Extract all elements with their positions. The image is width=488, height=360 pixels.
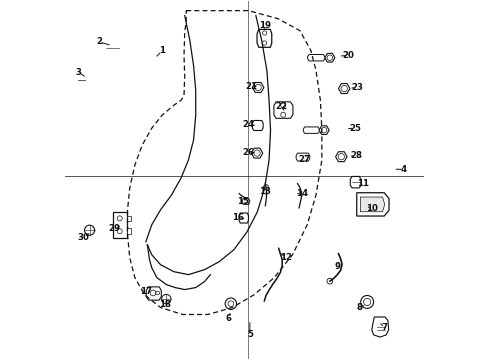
Text: 10: 10 (365, 204, 377, 213)
Circle shape (340, 85, 346, 92)
Text: 7: 7 (381, 323, 386, 332)
Circle shape (84, 225, 94, 235)
Text: 29: 29 (108, 224, 121, 233)
Polygon shape (371, 317, 388, 337)
Polygon shape (356, 193, 388, 216)
Text: 23: 23 (351, 83, 363, 92)
Circle shape (253, 150, 260, 156)
Text: 20: 20 (342, 51, 354, 60)
Polygon shape (380, 160, 401, 182)
Text: 5: 5 (246, 330, 252, 339)
Bar (384, 163, 398, 179)
Text: 18: 18 (159, 300, 170, 309)
Text: 8: 8 (356, 303, 362, 312)
Text: 25: 25 (348, 123, 360, 132)
Polygon shape (335, 152, 346, 162)
Polygon shape (324, 53, 334, 62)
Polygon shape (146, 287, 161, 300)
Circle shape (360, 296, 373, 309)
Circle shape (326, 55, 332, 60)
Text: 27: 27 (298, 155, 310, 164)
Text: 14: 14 (295, 189, 307, 198)
Circle shape (162, 294, 171, 304)
Circle shape (280, 103, 285, 108)
Text: 13: 13 (259, 187, 271, 196)
Circle shape (338, 153, 344, 160)
Text: 24: 24 (242, 120, 254, 129)
Text: 1: 1 (159, 46, 164, 55)
Text: 6: 6 (225, 314, 231, 323)
Text: 26: 26 (243, 148, 254, 157)
Circle shape (262, 41, 266, 45)
Polygon shape (319, 126, 328, 135)
Circle shape (156, 291, 159, 295)
Circle shape (263, 185, 268, 190)
Circle shape (326, 278, 332, 284)
Text: 22: 22 (275, 102, 286, 111)
Circle shape (363, 298, 370, 306)
Polygon shape (349, 176, 360, 188)
Text: 15: 15 (236, 197, 248, 206)
Polygon shape (239, 213, 248, 223)
Circle shape (321, 127, 326, 133)
Text: 16: 16 (232, 213, 244, 222)
Text: 2: 2 (96, 37, 102, 46)
Circle shape (224, 298, 236, 310)
Text: 3: 3 (76, 68, 81, 77)
Text: 19: 19 (259, 21, 271, 30)
Polygon shape (251, 148, 262, 158)
Circle shape (117, 216, 122, 221)
Polygon shape (102, 44, 122, 52)
Text: 12: 12 (279, 253, 291, 262)
Polygon shape (307, 54, 324, 61)
Circle shape (262, 31, 266, 35)
Circle shape (227, 301, 233, 307)
Bar (126, 216, 131, 221)
Polygon shape (73, 73, 87, 89)
Polygon shape (360, 197, 384, 212)
Circle shape (117, 229, 122, 234)
Text: 9: 9 (334, 262, 340, 271)
Text: 11: 11 (356, 179, 368, 188)
Polygon shape (296, 153, 309, 161)
Polygon shape (257, 30, 271, 47)
Polygon shape (338, 84, 349, 94)
Text: 30: 30 (78, 233, 90, 242)
Text: 17: 17 (140, 287, 152, 296)
Text: 4: 4 (400, 165, 407, 174)
Circle shape (254, 84, 261, 91)
Polygon shape (252, 82, 264, 93)
Polygon shape (303, 127, 319, 134)
Bar (126, 228, 131, 234)
Polygon shape (113, 212, 126, 238)
Circle shape (280, 112, 285, 117)
Polygon shape (242, 199, 249, 204)
Polygon shape (140, 47, 159, 68)
Text: 28: 28 (350, 151, 362, 160)
Polygon shape (252, 121, 263, 131)
Circle shape (150, 290, 156, 296)
Text: 21: 21 (245, 82, 257, 91)
Polygon shape (273, 102, 292, 118)
